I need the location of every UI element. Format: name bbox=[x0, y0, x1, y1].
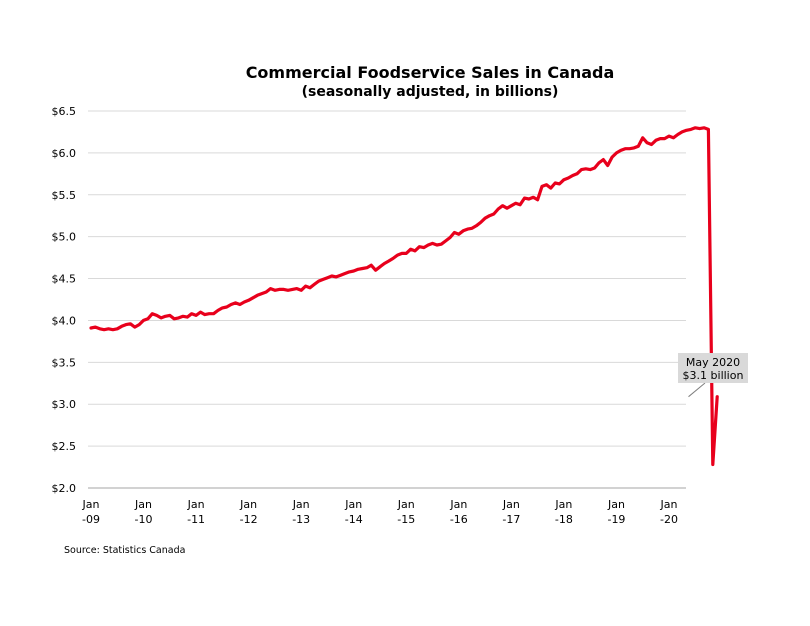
x-tick-label-year: -10 bbox=[135, 513, 153, 526]
y-tick-label: $5.0 bbox=[52, 231, 77, 244]
y-tick-label: $6.5 bbox=[52, 105, 77, 118]
y-tick-label: $3.0 bbox=[52, 398, 77, 411]
x-tick-label-year: -11 bbox=[187, 513, 205, 526]
annotation-leader-line bbox=[688, 382, 706, 398]
series-line bbox=[89, 126, 719, 467]
x-tick-label: Jan bbox=[554, 498, 572, 511]
annotation-line-2: $3.1 billion bbox=[683, 369, 744, 382]
x-tick-label: Jan bbox=[239, 498, 257, 511]
x-tick-label-year: -19 bbox=[607, 513, 625, 526]
x-tick-label: Jan bbox=[449, 498, 467, 511]
x-tick-label: Jan bbox=[397, 498, 415, 511]
y-tick-label: $4.5 bbox=[52, 273, 77, 286]
y-tick-label: $2.0 bbox=[52, 482, 77, 495]
x-tick-label: Jan bbox=[607, 498, 625, 511]
source-note: Source: Statistics Canada bbox=[64, 545, 185, 556]
x-tick-label-year: -18 bbox=[555, 513, 573, 526]
annotation-box bbox=[678, 353, 748, 383]
gridlines bbox=[88, 110, 686, 447]
x-tick-label: Jan bbox=[502, 498, 520, 511]
y-tick-label: $3.5 bbox=[52, 356, 77, 369]
x-tick-label-year: -20 bbox=[660, 513, 678, 526]
chart-title: Commercial Foodservice Sales in Canada bbox=[246, 63, 615, 82]
x-tick-label-year: -15 bbox=[397, 513, 415, 526]
x-tick-label-year: -17 bbox=[502, 513, 520, 526]
x-tick-label-year: -09 bbox=[82, 513, 100, 526]
x-tick-label: Jan bbox=[292, 498, 310, 511]
y-tick-label: $5.5 bbox=[52, 189, 77, 202]
annotation-callout: May 2020 $3.1 billion bbox=[678, 353, 748, 398]
x-tick-label: Jan bbox=[134, 498, 152, 511]
x-tick-label-year: -16 bbox=[450, 513, 468, 526]
y-tick-label: $4.0 bbox=[52, 314, 77, 327]
x-tick-label-year: -12 bbox=[240, 513, 258, 526]
x-tick-label: Jan bbox=[660, 498, 678, 511]
annotation-line-1: May 2020 bbox=[686, 356, 740, 369]
x-tick-label-year: -14 bbox=[345, 513, 363, 526]
y-tick-label: $6.0 bbox=[52, 147, 77, 160]
x-tick-label: Jan bbox=[82, 498, 100, 511]
chart-subtitle: (seasonally adjusted, in billions) bbox=[302, 84, 559, 100]
y-tick-label: $2.5 bbox=[52, 440, 77, 453]
x-tick-label: Jan bbox=[187, 498, 205, 511]
y-axis-ticks: $2.0 $2.5 $3.0 $3.5 $4.0 $4.5 $5.0 $5.5 $6.0 $6.5 bbox=[52, 105, 77, 495]
x-tick-label-year: -13 bbox=[292, 513, 310, 526]
x-axis-ticks: Jan -09 Jan -10 Jan -11 Jan -12 Jan -13 Jan -14 Jan -… bbox=[82, 498, 678, 526]
x-tick-label: Jan bbox=[344, 498, 362, 511]
